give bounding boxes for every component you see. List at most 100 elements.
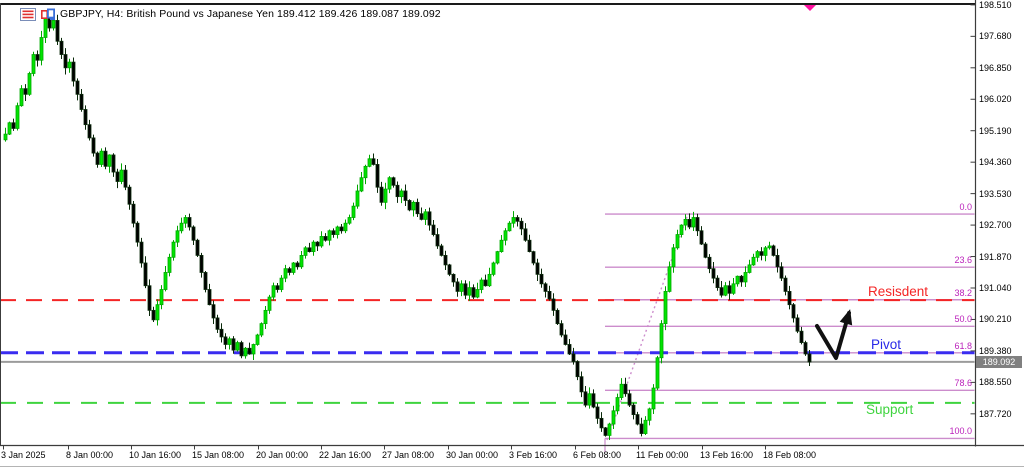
candle-body bbox=[411, 201, 416, 211]
candle-body bbox=[567, 344, 572, 355]
candle-body bbox=[579, 376, 584, 393]
candle-body bbox=[135, 222, 140, 243]
resistance-label[interactable]: Resisdent bbox=[868, 284, 929, 299]
candle-body bbox=[519, 220, 524, 230]
chart-header: GBPJPY, H4: British Pound vs Japanese Ye… bbox=[20, 6, 441, 22]
current-price-badge: 189.092 bbox=[976, 355, 1022, 368]
candle-body bbox=[215, 317, 220, 330]
candle-body bbox=[431, 224, 436, 235]
price-tick-label: 195.190 bbox=[979, 125, 1012, 136]
window-bottom-border bbox=[0, 466, 1024, 467]
candle-body bbox=[647, 408, 652, 421]
candle-body bbox=[507, 222, 512, 232]
time-tick-label: 6 Feb 08:00 bbox=[573, 450, 622, 460]
candle-body bbox=[11, 122, 16, 129]
candle-body bbox=[307, 247, 312, 253]
support-label[interactable]: Support bbox=[866, 402, 914, 417]
candle-body bbox=[751, 256, 756, 266]
candle-body bbox=[31, 54, 36, 74]
candle-body bbox=[63, 54, 68, 69]
candle-body bbox=[675, 234, 680, 249]
candle-body bbox=[75, 80, 80, 95]
candle-body bbox=[187, 217, 192, 228]
candle-body bbox=[547, 291, 552, 300]
time-tick-label: 3 Feb 16:00 bbox=[509, 450, 558, 460]
candle-body bbox=[311, 241, 316, 253]
pivot-label[interactable]: Pivot bbox=[871, 337, 902, 352]
candle-body bbox=[711, 268, 716, 279]
candle-body bbox=[47, 18, 52, 29]
candle-body bbox=[595, 406, 600, 419]
candle-body bbox=[691, 217, 696, 228]
candle-body bbox=[239, 342, 244, 357]
fib-level-label: 38.2 bbox=[954, 287, 972, 298]
candle-body bbox=[627, 393, 632, 406]
price-tick-label: 191.870 bbox=[979, 251, 1012, 262]
candle-body bbox=[671, 247, 676, 268]
candle-body bbox=[615, 397, 620, 412]
candle-body bbox=[687, 219, 692, 228]
candle-body bbox=[643, 419, 648, 434]
fib-level-label: 50.0 bbox=[954, 314, 972, 325]
candle-body bbox=[267, 296, 272, 311]
candle-body bbox=[39, 37, 44, 61]
candle-body bbox=[535, 262, 540, 275]
candle-body bbox=[163, 272, 168, 290]
candle-body bbox=[127, 186, 132, 205]
candle-body bbox=[91, 137, 96, 154]
candle-body bbox=[395, 184, 400, 198]
candle-body bbox=[255, 334, 260, 345]
candle-body bbox=[315, 241, 320, 247]
candle-body bbox=[491, 262, 496, 275]
candle-body bbox=[359, 177, 364, 192]
ohlc-list-icon bbox=[20, 7, 36, 21]
candle-body bbox=[683, 219, 688, 226]
candle-body bbox=[495, 251, 500, 264]
candle-body bbox=[563, 334, 568, 345]
candle-body bbox=[43, 18, 48, 38]
time-tick-label: 20 Jan 00:00 bbox=[256, 450, 309, 460]
candle-body bbox=[15, 105, 20, 129]
candle-body bbox=[87, 124, 92, 139]
candle-body bbox=[291, 262, 296, 273]
time-tick-label: 22 Jan 16:00 bbox=[319, 450, 372, 460]
arrow-annotation[interactable] bbox=[815, 311, 851, 360]
candle-body bbox=[111, 154, 116, 173]
candle-body bbox=[587, 393, 592, 406]
fib-level-label: 0.0 bbox=[959, 202, 972, 213]
candle-body bbox=[763, 247, 768, 256]
candle-body bbox=[335, 226, 340, 235]
price-tick-label: 197.680 bbox=[979, 31, 1012, 42]
price-tick-label: 190.210 bbox=[979, 314, 1012, 325]
candle-body bbox=[575, 361, 580, 378]
candle-body bbox=[487, 273, 492, 287]
candle-body bbox=[103, 150, 108, 167]
chart-shift-marker-icon[interactable] bbox=[804, 5, 816, 11]
candle-body bbox=[379, 186, 384, 203]
candle-body bbox=[375, 164, 380, 188]
price-tick-label: 194.360 bbox=[979, 157, 1012, 168]
fib-level-label: 23.6 bbox=[954, 255, 972, 266]
candle-body bbox=[83, 109, 88, 126]
candle-body bbox=[403, 190, 408, 201]
candle-body bbox=[743, 272, 748, 283]
candle-body bbox=[55, 20, 60, 42]
candle-body bbox=[439, 245, 444, 256]
candle-body bbox=[631, 404, 636, 415]
candle-body bbox=[19, 88, 24, 107]
candle-body bbox=[559, 323, 564, 336]
candle-body bbox=[79, 93, 84, 110]
candle-body bbox=[471, 287, 476, 298]
candle-body bbox=[483, 279, 488, 287]
candle-body bbox=[511, 217, 516, 224]
candle-body bbox=[99, 150, 104, 165]
candle-body bbox=[611, 410, 616, 425]
candle-body bbox=[203, 272, 208, 290]
candle-body bbox=[367, 158, 372, 167]
candle-body bbox=[451, 273, 456, 283]
candle-body bbox=[779, 266, 784, 279]
candle-body bbox=[399, 190, 404, 198]
candle-body bbox=[407, 200, 412, 211]
chart-title: GBPJPY, H4: British Pound vs Japanese Ye… bbox=[60, 8, 441, 20]
